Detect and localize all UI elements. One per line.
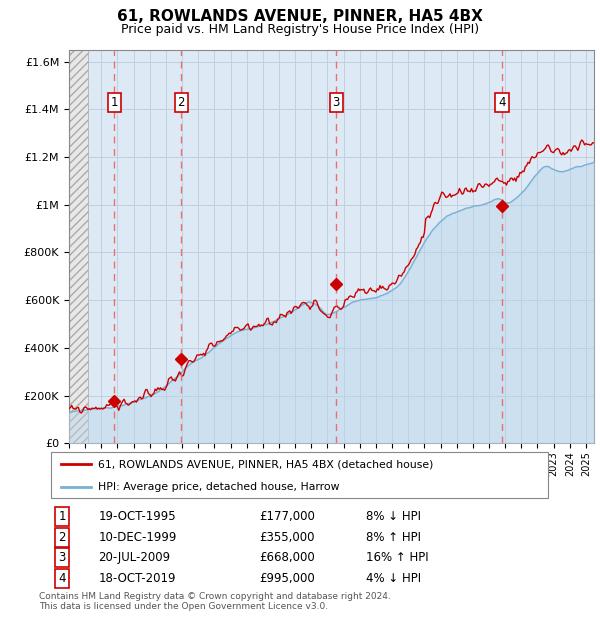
Text: 16% ↑ HPI: 16% ↑ HPI <box>365 551 428 564</box>
Text: Price paid vs. HM Land Registry's House Price Index (HPI): Price paid vs. HM Land Registry's House … <box>121 23 479 36</box>
Text: £355,000: £355,000 <box>260 531 315 544</box>
FancyBboxPatch shape <box>50 452 548 498</box>
Text: 10-DEC-1999: 10-DEC-1999 <box>98 531 177 544</box>
Text: 4: 4 <box>58 572 66 585</box>
Text: 8% ↓ HPI: 8% ↓ HPI <box>365 510 421 523</box>
Text: HPI: Average price, detached house, Harrow: HPI: Average price, detached house, Harr… <box>98 482 340 492</box>
Text: £668,000: £668,000 <box>260 551 316 564</box>
Text: 18-OCT-2019: 18-OCT-2019 <box>98 572 176 585</box>
Text: 61, ROWLANDS AVENUE, PINNER, HA5 4BX (detached house): 61, ROWLANDS AVENUE, PINNER, HA5 4BX (de… <box>98 459 434 469</box>
Text: 2: 2 <box>178 95 185 108</box>
Text: 20-JUL-2009: 20-JUL-2009 <box>98 551 170 564</box>
Text: 4% ↓ HPI: 4% ↓ HPI <box>365 572 421 585</box>
Text: 19-OCT-1995: 19-OCT-1995 <box>98 510 176 523</box>
Text: 4: 4 <box>498 95 506 108</box>
Text: 2: 2 <box>58 531 66 544</box>
Text: 1: 1 <box>58 510 66 523</box>
Text: 61, ROWLANDS AVENUE, PINNER, HA5 4BX: 61, ROWLANDS AVENUE, PINNER, HA5 4BX <box>117 9 483 24</box>
Text: Contains HM Land Registry data © Crown copyright and database right 2024.: Contains HM Land Registry data © Crown c… <box>39 592 391 601</box>
Text: This data is licensed under the Open Government Licence v3.0.: This data is licensed under the Open Gov… <box>39 602 328 611</box>
Text: 3: 3 <box>332 95 340 108</box>
Text: 1: 1 <box>110 95 118 108</box>
Text: £177,000: £177,000 <box>260 510 316 523</box>
Text: 8% ↑ HPI: 8% ↑ HPI <box>365 531 421 544</box>
Text: £995,000: £995,000 <box>260 572 316 585</box>
Text: 3: 3 <box>58 551 66 564</box>
